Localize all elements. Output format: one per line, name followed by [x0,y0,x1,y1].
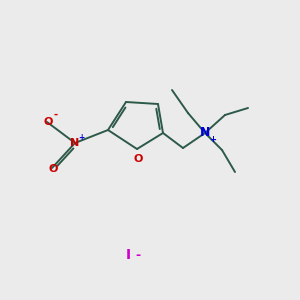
Text: O: O [133,154,143,164]
Text: O: O [48,164,58,174]
Text: N: N [200,127,210,140]
Text: N: N [70,138,80,148]
Text: O: O [43,117,53,127]
Text: +: + [209,136,217,145]
Text: I: I [125,248,130,262]
Text: -: - [135,250,141,262]
Text: -: - [54,110,58,120]
Text: +: + [78,133,84,142]
